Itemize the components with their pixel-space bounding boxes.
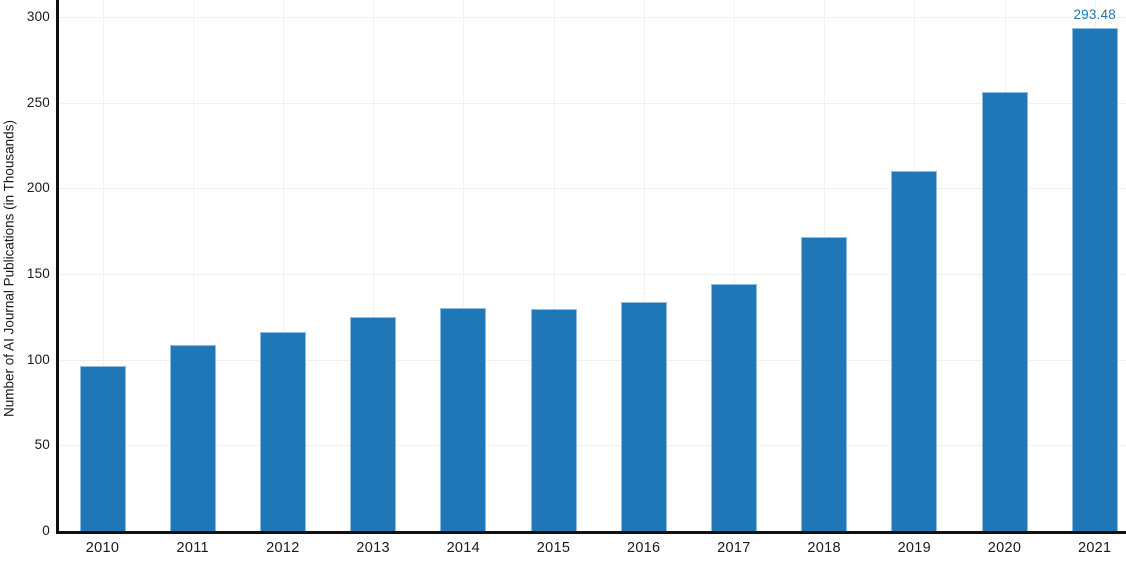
x-tick-label-2020: 2020 bbox=[987, 540, 1022, 556]
bar-2013 bbox=[350, 317, 397, 531]
bar-2012 bbox=[259, 332, 306, 531]
y-tick-label: 150 bbox=[26, 266, 50, 281]
x-tick-label-2011: 2011 bbox=[176, 540, 209, 556]
gridline-vertical bbox=[192, 0, 194, 531]
gridline-vertical bbox=[643, 0, 645, 531]
bar-2016 bbox=[620, 302, 667, 531]
x-tick-label-2018: 2018 bbox=[807, 540, 841, 556]
x-tick-label-2021: 2021 bbox=[1077, 540, 1112, 556]
bar-value-label-2021: 293.48 bbox=[1073, 7, 1116, 23]
bar-2010 bbox=[79, 365, 126, 531]
y-axis-line bbox=[56, 0, 59, 534]
y-tick-label: 0 bbox=[42, 523, 50, 538]
bar-2011 bbox=[169, 344, 216, 531]
y-tick-label: 250 bbox=[26, 94, 50, 110]
x-tick-label-2019: 2019 bbox=[897, 540, 932, 556]
x-tick-label-2016: 2016 bbox=[626, 540, 661, 556]
x-tick-label-2014: 2014 bbox=[446, 540, 481, 556]
y-axis-title: Number of AI Journal Publications (in Th… bbox=[1, 120, 17, 417]
x-tick-label-2012: 2012 bbox=[266, 540, 300, 556]
bar-2015 bbox=[530, 308, 577, 531]
x-axis-line bbox=[56, 531, 1126, 534]
x-tick-label-2015: 2015 bbox=[536, 540, 571, 556]
gridline-vertical bbox=[373, 0, 375, 531]
gridline-horizontal bbox=[58, 274, 1126, 275]
gridline-vertical bbox=[463, 0, 465, 531]
y-tick-label: 50 bbox=[34, 437, 50, 453]
bar-2020 bbox=[981, 92, 1028, 531]
y-tick-label: 100 bbox=[26, 351, 50, 367]
x-tick-label-2017: 2017 bbox=[717, 540, 751, 556]
gridline-vertical bbox=[553, 0, 555, 531]
gridline-horizontal bbox=[58, 17, 1126, 18]
gridline-horizontal bbox=[58, 102, 1126, 104]
x-tick-label-2010: 2010 bbox=[85, 540, 120, 556]
gridline-vertical bbox=[733, 0, 735, 531]
x-tick-label-2013: 2013 bbox=[356, 540, 390, 556]
gridline-horizontal bbox=[58, 188, 1126, 190]
y-tick-label: 200 bbox=[26, 180, 50, 196]
gridline-vertical bbox=[282, 0, 284, 531]
bar-2021 bbox=[1071, 28, 1118, 531]
bar-2019 bbox=[891, 171, 938, 531]
bar-2018 bbox=[801, 237, 848, 531]
gridline-horizontal bbox=[58, 359, 1126, 361]
gridline-vertical bbox=[102, 0, 104, 531]
gridline-horizontal bbox=[58, 445, 1126, 447]
bar-2017 bbox=[710, 284, 757, 531]
bar-2014 bbox=[440, 308, 487, 531]
y-tick-label: 300 bbox=[26, 9, 50, 24]
